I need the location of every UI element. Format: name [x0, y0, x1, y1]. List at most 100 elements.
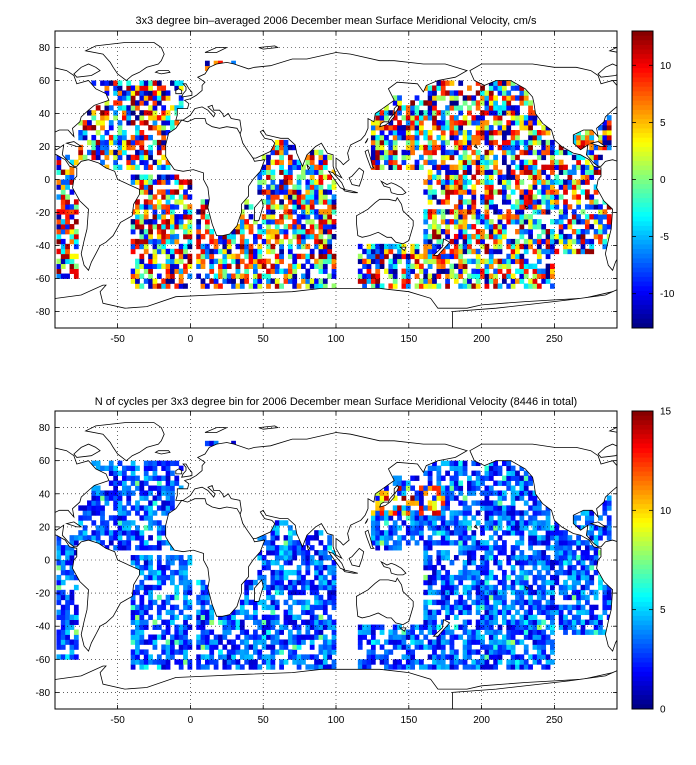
heatmap-cell [131, 175, 136, 180]
heatmap-cell [166, 461, 171, 466]
heatmap-cell [170, 274, 175, 279]
heatmap-cell [157, 560, 162, 565]
heatmap-cell [485, 105, 490, 110]
heatmap-cell [585, 219, 590, 224]
heatmap-cell [153, 283, 158, 288]
heatmap-cell [502, 575, 507, 580]
heatmap-cell [533, 590, 538, 595]
heatmap-cell [454, 145, 459, 150]
heatmap-cell [467, 204, 472, 209]
heatmap-cell [537, 175, 542, 180]
heatmap-cell [554, 555, 559, 560]
heatmap-cell [87, 500, 92, 505]
heatmap-cell [463, 659, 468, 664]
heatmap-cell [498, 600, 503, 605]
heatmap-cell [174, 219, 179, 224]
heatmap-cell [371, 274, 376, 279]
heatmap-cell [585, 550, 590, 555]
heatmap-cell [70, 234, 75, 239]
heatmap-cell [196, 209, 201, 214]
heatmap-cell [594, 199, 599, 204]
heatmap-cell [270, 219, 275, 224]
heatmap-cell [441, 476, 446, 481]
heatmap-cell [284, 545, 289, 550]
heatmap-cell [301, 274, 306, 279]
heatmap-cell [262, 565, 267, 570]
heatmap-cell [113, 530, 118, 535]
heatmap-cell [537, 520, 542, 525]
heatmap-cell [419, 264, 424, 269]
heatmap-cell [463, 461, 468, 466]
y-tick-label: -20 [36, 208, 51, 219]
heatmap-cell [131, 140, 136, 145]
heatmap-cell [485, 110, 490, 115]
heatmap-cell [314, 659, 319, 664]
heatmap-cell [576, 249, 581, 254]
heatmap-cell [161, 90, 166, 95]
heatmap-cell [476, 500, 481, 505]
heatmap-cell [485, 234, 490, 239]
heatmap-cell [201, 199, 206, 204]
heatmap-cell [87, 505, 92, 510]
heatmap-cell [511, 471, 516, 476]
colorbar-swatch [632, 207, 653, 212]
heatmap-cell [559, 229, 564, 234]
heatmap-cell [139, 274, 144, 279]
heatmap-cell [240, 600, 245, 605]
heatmap-cell [441, 535, 446, 540]
heatmap-cell [480, 585, 485, 590]
heatmap-cell [541, 580, 546, 585]
heatmap-cell [506, 175, 511, 180]
heatmap-cell [231, 639, 236, 644]
heatmap-cell [463, 630, 468, 635]
heatmap-cell [550, 545, 555, 550]
heatmap-cell [292, 254, 297, 259]
heatmap-cell [148, 615, 153, 620]
heatmap-cell [485, 279, 490, 284]
colorbar-swatch [632, 282, 653, 287]
heatmap-cell [511, 254, 516, 259]
heatmap-cell [602, 505, 607, 510]
heatmap-cell [445, 630, 450, 635]
heatmap-cell [471, 575, 476, 580]
heatmap-cell [257, 175, 262, 180]
heatmap-cell [157, 615, 162, 620]
x-tick-label: 250 [546, 334, 563, 345]
heatmap-cell [288, 555, 293, 560]
heatmap-cell [301, 224, 306, 229]
heatmap-cell [533, 575, 538, 580]
heatmap-cell [485, 644, 490, 649]
heatmap-cell [319, 279, 324, 284]
colorbar-swatch [632, 579, 653, 584]
heatmap-cell [244, 219, 249, 224]
x-tick-label: 100 [328, 715, 345, 726]
heatmap-cell [275, 150, 280, 155]
heatmap-cell [524, 165, 529, 170]
heatmap-cell [546, 279, 551, 284]
heatmap-cell [515, 110, 520, 115]
heatmap-cell [375, 274, 380, 279]
heatmap-cell [519, 620, 524, 625]
heatmap-cell [567, 560, 572, 565]
heatmap-cell [174, 461, 179, 466]
heatmap-cell [537, 209, 542, 214]
heatmap-cell [423, 130, 428, 135]
heatmap-cell [485, 555, 490, 560]
heatmap-cell [118, 481, 123, 486]
heatmap-cell [436, 555, 441, 560]
heatmap-cell [498, 610, 503, 615]
heatmap-cell [519, 540, 524, 545]
heatmap-cell [493, 555, 498, 560]
heatmap-cell [305, 560, 310, 565]
heatmap-cell [502, 595, 507, 600]
heatmap-cell [266, 219, 271, 224]
heatmap-cell [436, 664, 441, 669]
heatmap-cell [450, 81, 455, 86]
heatmap-cell [310, 180, 315, 185]
heatmap-cell [506, 90, 511, 95]
colorbar-swatch [632, 635, 653, 640]
heatmap-cell [485, 120, 490, 125]
heatmap-cell [506, 610, 511, 615]
heatmap-cell [524, 476, 529, 481]
heatmap-cell [61, 259, 66, 264]
